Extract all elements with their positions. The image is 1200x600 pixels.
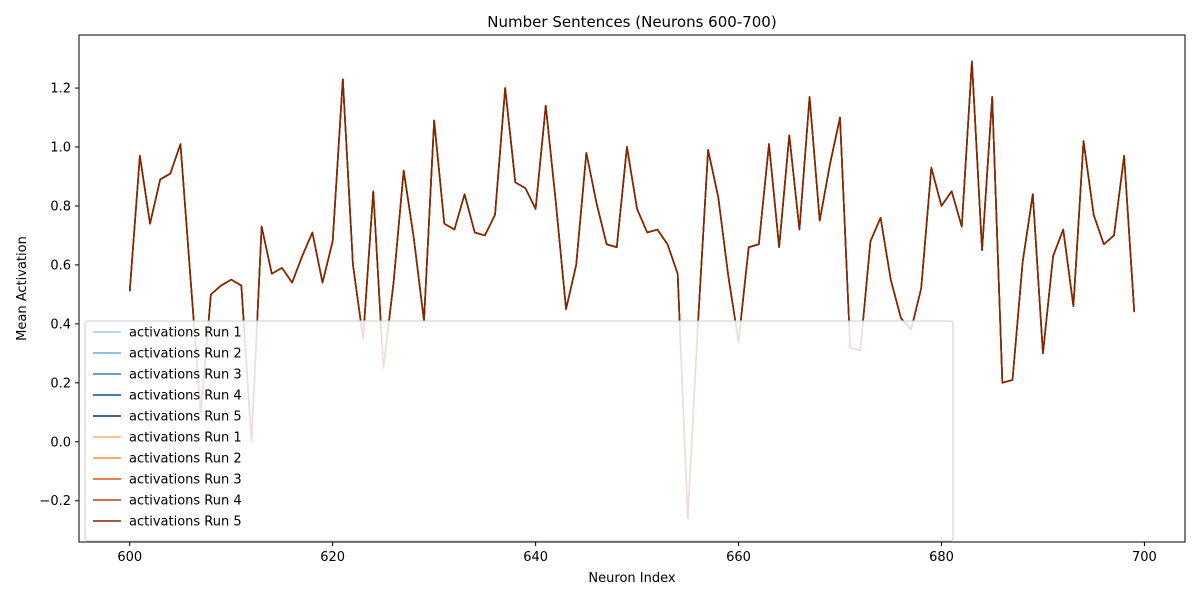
legend-label: activations Run 3 bbox=[129, 368, 242, 383]
y-tick-label: 1.2 bbox=[50, 82, 71, 97]
legend-frame bbox=[84, 320, 954, 542]
legend-label: activations Run 5 bbox=[129, 515, 242, 530]
x-tick-label: 640 bbox=[523, 550, 548, 565]
axes-layer: 600 620 640 660 680 700 −0.2 0.0 0.2 0.4 0.6 0.8 1.0… bbox=[39, 34, 1186, 565]
y-tick-label: 0.8 bbox=[50, 199, 71, 214]
x-axis-title: Neuron Index bbox=[588, 571, 675, 586]
x-tick-label: 600 bbox=[117, 550, 142, 565]
x-tick-label: 620 bbox=[320, 550, 345, 565]
x-tick-label: 660 bbox=[726, 550, 751, 565]
legend-label: activations Run 4 bbox=[129, 389, 242, 404]
plot-frame bbox=[78, 34, 1186, 543]
legend-label: activations Run 4 bbox=[129, 494, 242, 509]
y-tick-label: 0.2 bbox=[50, 376, 71, 391]
legend-label: activations Run 5 bbox=[129, 410, 242, 425]
y-tick-label: 0.4 bbox=[50, 317, 71, 332]
legend-label: activations Run 1 bbox=[129, 431, 242, 446]
legend: activations Run 1 activations Run 2 activa… bbox=[84, 320, 954, 542]
chart-title: Number Sentences (Neurons 600-700) bbox=[487, 13, 776, 31]
y-tick-label: 0.6 bbox=[50, 258, 71, 273]
y-axis-title: Mean Activation bbox=[15, 236, 30, 341]
series-layer bbox=[128, 60, 1136, 520]
series-line-10 bbox=[128, 60, 1136, 520]
y-tick-label: −0.2 bbox=[39, 494, 71, 509]
legend-label: activations Run 2 bbox=[129, 452, 242, 467]
x-tick-label: 700 bbox=[1132, 550, 1157, 565]
y-tick-label: 1.0 bbox=[50, 141, 71, 156]
legend-label: activations Run 2 bbox=[129, 347, 242, 362]
y-tick-label: 0.0 bbox=[50, 435, 71, 450]
legend-label: activations Run 3 bbox=[129, 473, 242, 488]
legend-label: activations Run 1 bbox=[129, 326, 242, 341]
x-tick-label: 680 bbox=[929, 550, 954, 565]
